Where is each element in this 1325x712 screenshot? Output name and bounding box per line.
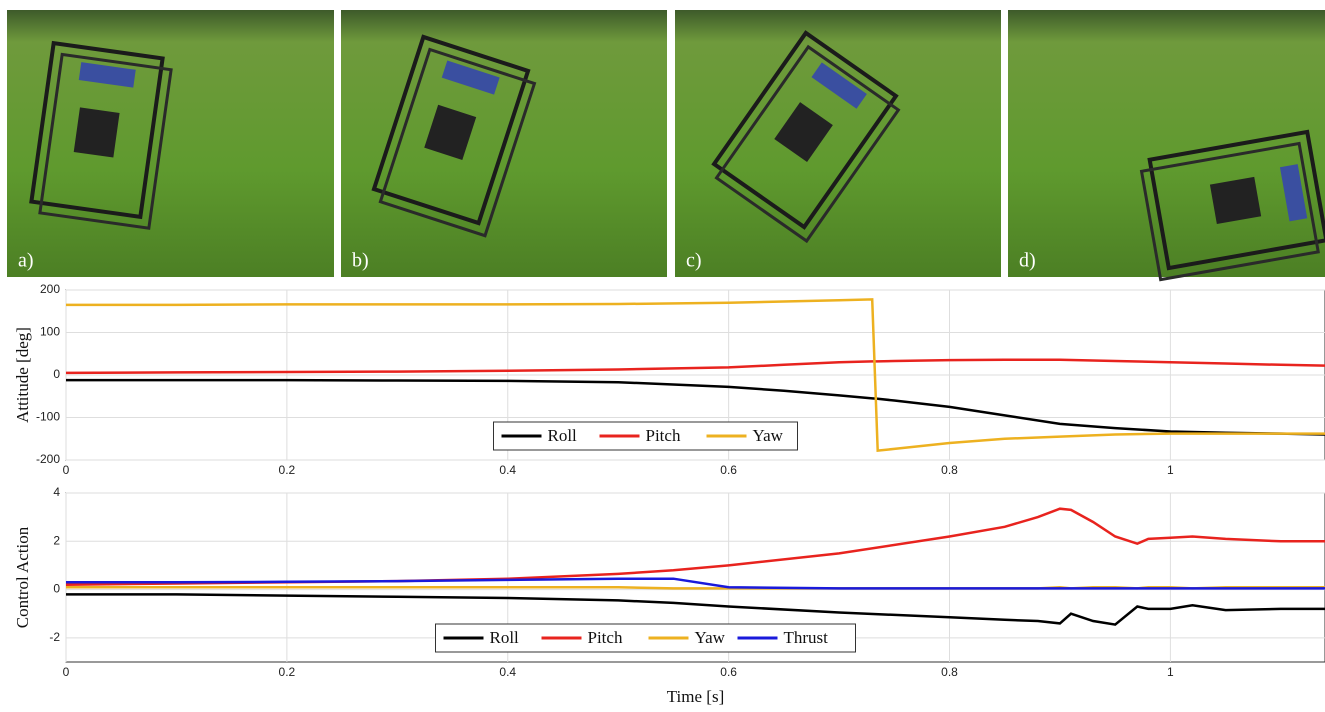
legend-label: Yaw [695, 628, 726, 647]
x-tick-label: 0.6 [720, 463, 737, 477]
x-tick-label: 0.8 [941, 463, 958, 477]
panel-label: a) [18, 250, 34, 272]
legend: Roll Pitch Yaw Thrust [436, 624, 856, 652]
legend-label: Pitch [646, 426, 681, 445]
x-tick-label: 0.4 [499, 463, 516, 477]
x-tick-label: 0.2 [279, 665, 296, 679]
y-tick-label: 0 [53, 367, 60, 381]
legend-label: Pitch [588, 628, 623, 647]
panel-label: b) [352, 250, 369, 272]
photo: b) [341, 10, 667, 277]
panel-label: d) [1019, 250, 1036, 272]
drone-body [74, 107, 120, 157]
photo: a) [7, 10, 334, 277]
y-tick-label: 200 [40, 282, 60, 296]
x-tick-label: 0 [63, 463, 70, 477]
x-tick-label: 1 [1167, 463, 1174, 477]
photo-background [1008, 10, 1325, 277]
x-tick-label: 0.8 [941, 665, 958, 679]
x-tick-label: 1 [1167, 665, 1174, 679]
x-axis-label: Time [s] [667, 687, 724, 706]
y-tick-label: 0 [53, 582, 60, 596]
x-tick-label: 0.6 [720, 665, 737, 679]
chart: 0 0.2 0.4 0.6 0.8 1 -200 -100 0 100 200 Attitude [d… [13, 282, 1325, 477]
drone-body [1210, 177, 1261, 224]
y-tick-label: 4 [53, 485, 60, 499]
x-tick-label: 0.2 [279, 463, 296, 477]
figure: a)b)c)d) 00.20.40.60.81-200-1000100200At… [0, 0, 1325, 707]
panel-label: c) [686, 250, 702, 272]
y-tick-label: -200 [36, 452, 60, 466]
photo-background [7, 10, 334, 277]
legend: Roll Pitch Yaw [494, 422, 798, 450]
photo-background [675, 10, 1001, 277]
legend-label: Yaw [753, 426, 784, 445]
y-axis-label: Control Action [13, 526, 32, 628]
photo: c) [675, 10, 1001, 277]
y-tick-label: -100 [36, 410, 60, 424]
y-tick-label: 100 [40, 325, 60, 339]
y-tick-label: 2 [53, 533, 60, 547]
legend-label: Roll [548, 426, 578, 445]
chart: 0 0.2 0.4 0.6 0.8 1 -2 0 2 4 Control Action Time [s… [13, 485, 1325, 706]
photo-row: a) b) c) d) [7, 10, 1325, 280]
y-tick-label: -2 [49, 630, 60, 644]
photo: d) [1008, 10, 1325, 280]
legend-label: Thrust [784, 628, 829, 647]
x-tick-label: 0.4 [499, 665, 516, 679]
x-tick-label: 0 [63, 665, 70, 679]
legend-label: Roll [490, 628, 520, 647]
y-axis-label: Attitude [deg] [13, 327, 32, 423]
